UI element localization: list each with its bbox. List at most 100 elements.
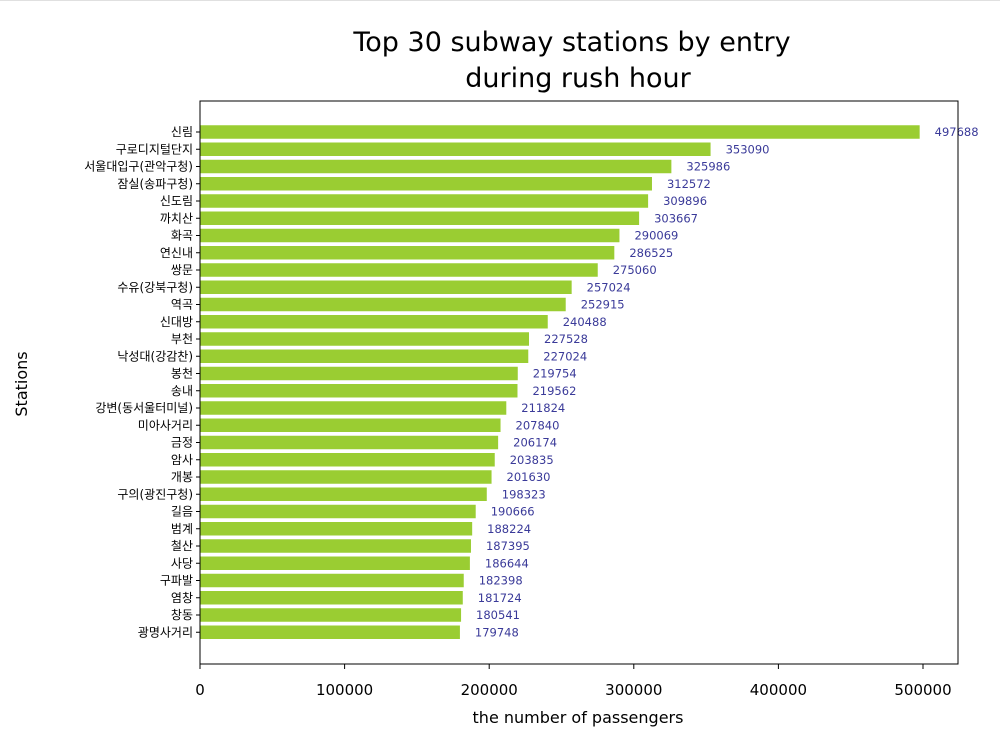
data-label: 182398 <box>479 574 523 588</box>
y-tick-label: 범계 <box>171 522 193 536</box>
data-label: 179748 <box>475 625 519 639</box>
bar <box>200 280 572 294</box>
bar <box>200 539 471 553</box>
data-label: 303667 <box>654 211 698 225</box>
bar <box>200 487 487 501</box>
bar <box>200 125 920 139</box>
chart-title-line2: during rush hour <box>465 63 691 94</box>
data-label: 275060 <box>613 263 657 277</box>
bar <box>200 573 464 588</box>
y-tick-label: 신도림 <box>160 194 193 208</box>
data-label: 211824 <box>521 401 565 415</box>
data-labels: 497688 353090 325986 312572 309896 303667 2900… <box>475 125 979 639</box>
data-label: 188224 <box>487 522 531 536</box>
bar <box>200 625 460 639</box>
data-label: 290069 <box>634 229 678 243</box>
x-ticks: 0 100000 200000 300000 400000 500000 <box>195 664 952 699</box>
data-label: 252915 <box>581 298 625 312</box>
data-label: 181724 <box>478 591 522 605</box>
bar <box>200 159 672 174</box>
data-label: 180541 <box>476 608 520 622</box>
bar <box>200 228 620 243</box>
y-tick-label: 강변(동서울터미널) <box>95 401 193 415</box>
y-tick-label: 까치산 <box>160 211 193 225</box>
y-tick-label: 송내 <box>171 384 193 398</box>
data-label: 257024 <box>587 280 631 294</box>
bar <box>200 470 492 484</box>
bar <box>200 246 615 260</box>
bar <box>200 504 476 519</box>
y-tick-label: 연신내 <box>160 246 193 260</box>
data-label: 227528 <box>544 332 588 346</box>
y-tick-label: 화곡 <box>171 229 193 243</box>
y-tick-label: 암사 <box>171 453 193 467</box>
bar <box>200 211 640 225</box>
bar <box>200 401 507 415</box>
x-tick-label: 500000 <box>894 681 951 699</box>
bar <box>200 263 598 277</box>
data-label: 240488 <box>563 315 607 329</box>
y-tick-label: 구의(광진구청) <box>117 487 193 501</box>
bar <box>200 608 462 622</box>
data-label: 219562 <box>532 384 576 398</box>
y-axis-label: Stations <box>12 351 31 416</box>
bar <box>200 366 518 381</box>
data-label: 219754 <box>533 367 577 381</box>
y-tick-label: 신대방 <box>160 315 193 329</box>
y-tick-label: 서울대입구(관악구청) <box>84 160 193 174</box>
bar <box>200 297 566 312</box>
y-tick-label: 염창 <box>171 591 193 605</box>
y-tick-label: 구파발 <box>160 574 193 588</box>
y-tick-label: 봉천 <box>171 366 193 381</box>
data-label: 353090 <box>726 142 770 156</box>
x-tick-label: 400000 <box>750 681 807 699</box>
x-tick-label: 300000 <box>605 681 662 699</box>
bar <box>200 177 652 191</box>
y-tick-label: 철산 <box>171 539 193 553</box>
y-tick-label: 창동 <box>171 608 193 622</box>
data-label: 207840 <box>516 418 560 432</box>
data-label: 206174 <box>513 436 557 450</box>
y-tick-label: 미아사거리 <box>138 418 193 432</box>
data-label: 203835 <box>510 453 554 467</box>
y-tick-label: 부천 <box>171 331 193 346</box>
bar <box>200 556 470 570</box>
y-tick-label: 수유(강북구청) <box>117 280 193 294</box>
bar <box>200 453 495 467</box>
data-label: 186644 <box>485 556 529 570</box>
data-label: 286525 <box>629 246 673 260</box>
top-border <box>0 0 1000 1</box>
bar <box>200 384 518 398</box>
bar <box>200 435 499 450</box>
bar <box>200 315 548 329</box>
data-label: 325986 <box>686 160 730 174</box>
y-tick-label: 신림 <box>171 125 193 139</box>
x-tick-label: 0 <box>195 681 205 699</box>
y-tick-label: 길음 <box>171 505 193 519</box>
data-label: 227024 <box>543 349 587 363</box>
bar <box>200 332 530 346</box>
bar <box>200 418 501 432</box>
data-label: 309896 <box>663 194 707 208</box>
bar <box>200 522 473 536</box>
y-tick-label: 잠실(송파구청) <box>117 177 193 191</box>
y-tick-label: 역곡 <box>171 298 193 312</box>
data-label: 198323 <box>502 487 546 501</box>
bar <box>200 142 711 156</box>
y-tick-label: 구로디지털단지 <box>116 142 193 156</box>
data-label: 312572 <box>667 177 711 191</box>
bars-group <box>200 125 920 639</box>
x-tick-label: 200000 <box>461 681 518 699</box>
y-tick-label: 쌍문 <box>171 263 193 277</box>
bar <box>200 349 529 363</box>
data-label: 497688 <box>935 125 979 139</box>
y-tick-label: 낙성대(강감찬) <box>117 348 193 363</box>
bar <box>200 194 649 208</box>
y-tick-label: 광명사거리 <box>138 625 193 639</box>
data-label: 190666 <box>491 505 535 519</box>
plot-frame <box>199 100 959 665</box>
x-axis-label: the number of passengers <box>473 708 684 727</box>
y-tick-label: 개봉 <box>171 470 193 484</box>
